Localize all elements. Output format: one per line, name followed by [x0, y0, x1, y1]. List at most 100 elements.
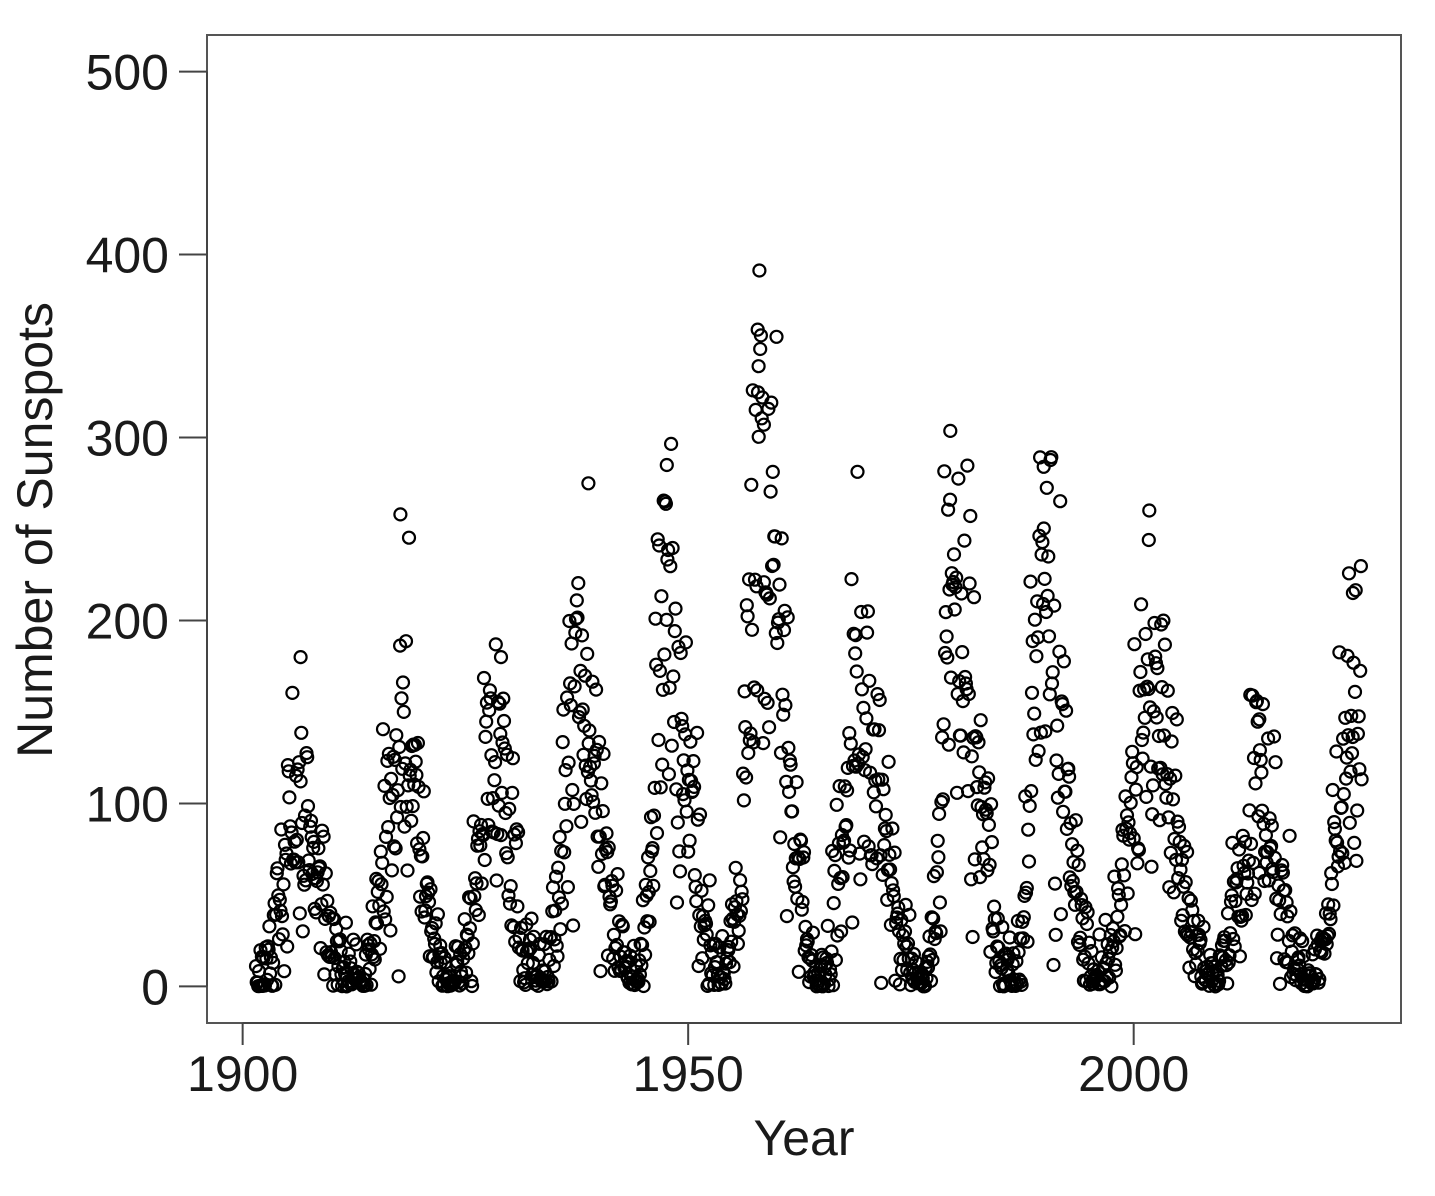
data-point [1221, 955, 1236, 970]
data-point [1220, 976, 1235, 991]
data-point [571, 575, 586, 591]
data-point [465, 978, 480, 994]
data-point [659, 612, 674, 628]
data-point [1120, 886, 1135, 901]
data-point [277, 837, 293, 852]
data-point [1347, 684, 1363, 700]
data-point [306, 840, 321, 856]
data-point [746, 735, 761, 750]
data-point [663, 559, 678, 574]
data-point [586, 756, 602, 771]
data-point [1134, 732, 1150, 748]
data-point [1321, 897, 1336, 912]
data-point [961, 686, 976, 702]
plot-frame [206, 34, 1402, 1024]
data-point [956, 745, 971, 760]
data-point [854, 604, 869, 620]
data-point [558, 762, 573, 778]
data-point [1019, 880, 1034, 896]
data-point [477, 852, 492, 868]
data-point [859, 625, 875, 640]
data-point [591, 734, 607, 750]
data-point [383, 923, 398, 938]
data-point [405, 798, 420, 814]
data-point [1266, 729, 1282, 744]
data-point [559, 690, 575, 705]
data-point [615, 919, 630, 934]
data-point [949, 570, 964, 585]
data-point [1031, 743, 1046, 759]
data-point [769, 329, 784, 344]
data-point [399, 799, 414, 814]
data-point [842, 725, 857, 741]
data-point [1040, 588, 1055, 604]
data-point [1139, 789, 1154, 805]
data-point [842, 843, 858, 858]
data-point [1326, 898, 1341, 913]
data-point [1053, 494, 1068, 509]
data-point [371, 873, 386, 889]
data-point [923, 973, 939, 988]
y-tick-label: 500 [86, 45, 169, 101]
data-point [1023, 574, 1038, 589]
data-point [691, 958, 706, 974]
data-point [487, 773, 502, 788]
data-point [982, 857, 997, 872]
data-points [248, 263, 1369, 994]
data-point [418, 903, 433, 918]
data-point [474, 876, 489, 891]
data-point [498, 805, 513, 821]
data-point [694, 883, 709, 898]
data-point [1219, 957, 1234, 973]
data-point [300, 750, 315, 765]
data-point [783, 757, 798, 772]
data-point [1151, 728, 1167, 744]
data-point [722, 955, 737, 970]
data-point [1247, 886, 1262, 901]
data-point [1058, 703, 1074, 718]
data-point [835, 869, 850, 885]
data-point [423, 882, 438, 897]
data-point [871, 723, 887, 738]
data-point [1183, 893, 1199, 908]
data-point [756, 417, 772, 432]
data-point [1071, 857, 1086, 873]
data-point [1105, 940, 1120, 955]
data-point [1140, 652, 1155, 667]
data-point [401, 778, 416, 793]
x-tick-label: 2000 [1078, 1046, 1189, 1102]
data-point [849, 664, 864, 679]
data-point [1020, 934, 1035, 949]
data-point [479, 714, 494, 729]
data-point [980, 771, 996, 786]
data-point [1014, 977, 1029, 993]
data-point [848, 627, 863, 643]
data-point [773, 830, 788, 845]
x-tick-label: 1950 [633, 1046, 744, 1102]
data-point [473, 817, 489, 833]
data-point [1056, 654, 1072, 669]
data-point [295, 924, 310, 939]
data-point [1353, 558, 1369, 574]
y-tick-label: 300 [86, 411, 169, 467]
data-point [938, 604, 953, 620]
data-point [504, 918, 519, 933]
data-point [1136, 682, 1152, 697]
data-point [1113, 897, 1129, 913]
data-point [557, 796, 573, 811]
y-tick-label: 100 [86, 776, 169, 832]
data-point [568, 625, 583, 640]
data-point [1037, 571, 1052, 587]
data-point [401, 530, 417, 545]
data-point [825, 978, 841, 993]
data-point [657, 647, 672, 662]
data-point [1152, 813, 1167, 828]
data-point [963, 508, 978, 524]
data-point [1237, 834, 1253, 850]
data-point [572, 705, 587, 720]
data-point [261, 942, 276, 957]
data-point [1119, 808, 1135, 823]
data-point [364, 977, 379, 992]
data-point [1317, 946, 1332, 961]
data-point [287, 834, 302, 849]
